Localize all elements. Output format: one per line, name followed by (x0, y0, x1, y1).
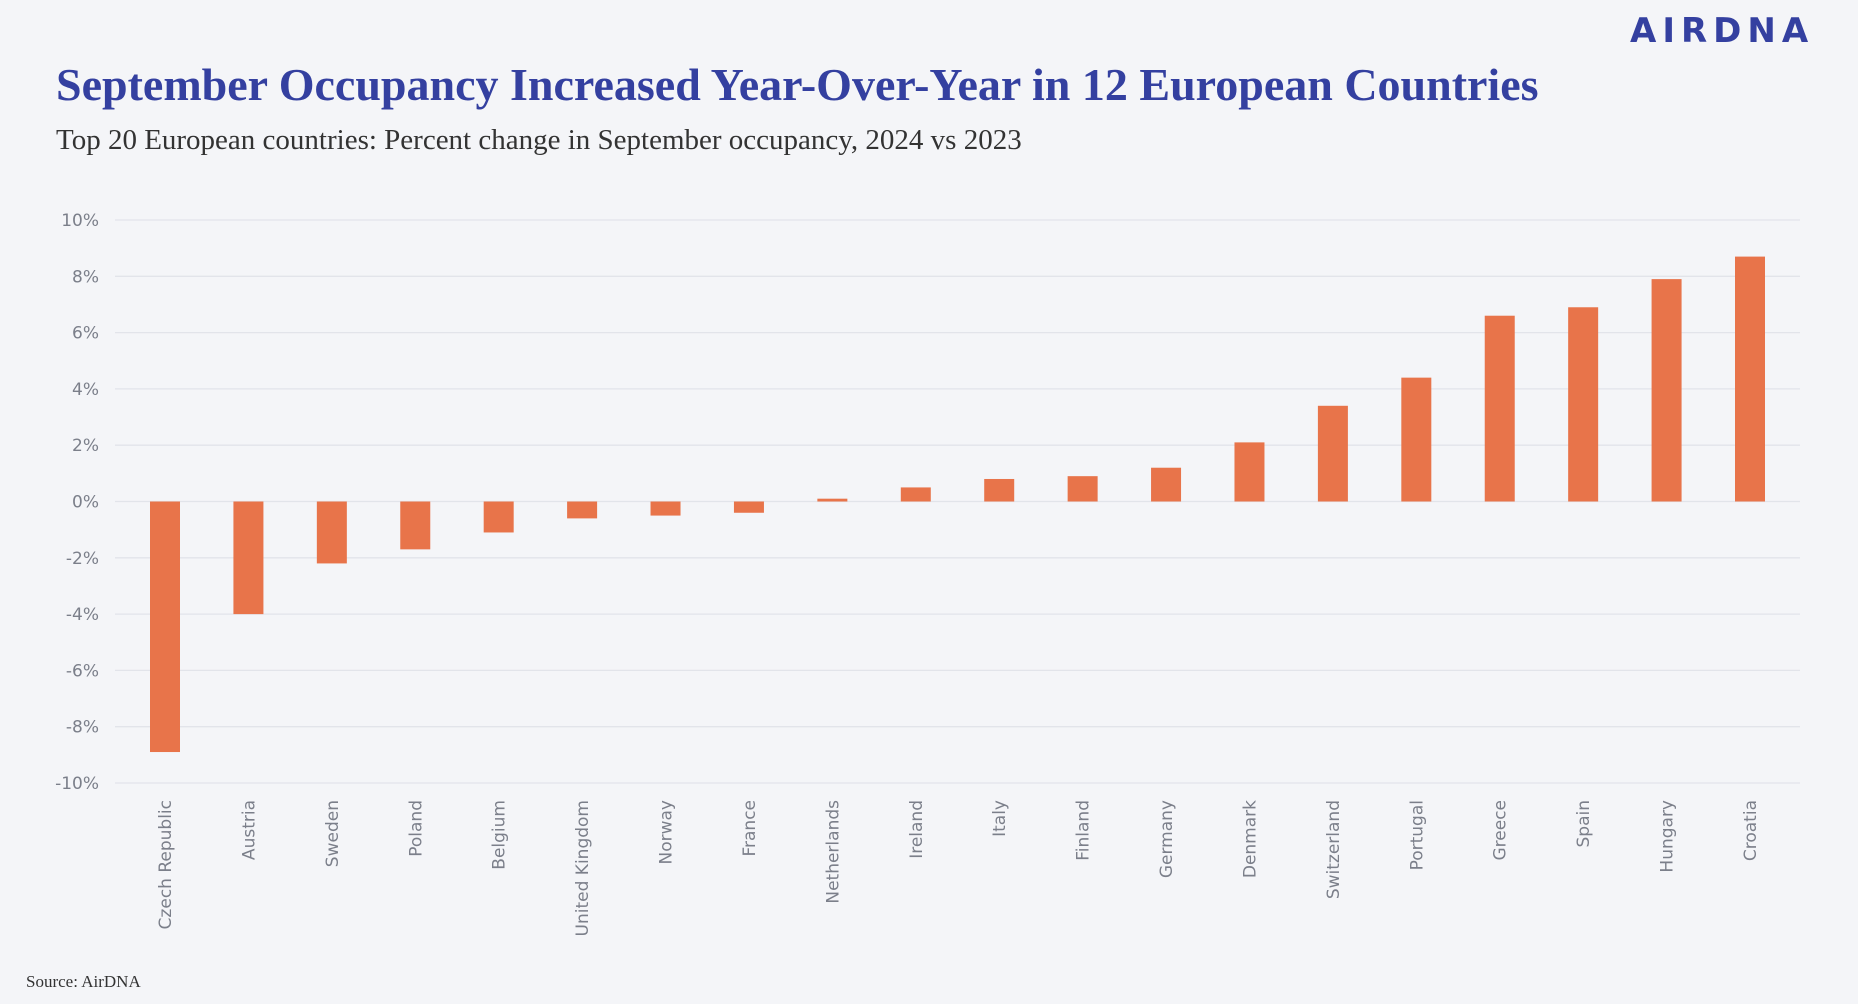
bar-czech-republic (150, 501, 180, 753)
x-tick-label: United Kingdom (573, 800, 593, 936)
bar-norway (650, 501, 681, 516)
bar-finland (1067, 476, 1098, 502)
y-tick-label: 6% (72, 324, 99, 344)
bar-france (733, 501, 764, 513)
y-tick-label: 4% (72, 380, 99, 400)
x-tick-label: Netherlands (823, 800, 843, 904)
bar-portugal (1401, 377, 1432, 502)
bar-germany (1151, 467, 1182, 502)
y-tick-label: 10% (61, 211, 99, 231)
x-tick-label: Poland (406, 800, 426, 857)
bar-croatia (1735, 256, 1765, 502)
bar-italy (984, 478, 1015, 502)
bar-switzerland (1317, 405, 1348, 502)
source-note: Source: AirDNA (26, 972, 141, 991)
bar-greece (1484, 315, 1515, 502)
bar-austria (233, 501, 264, 615)
x-tick-label: Switzerland (1324, 800, 1344, 899)
bar-spain (1568, 307, 1599, 502)
chart-title: September Occupancy Increased Year-Over-… (56, 59, 1539, 110)
x-tick-label: Ireland (907, 800, 927, 859)
x-tick-label: France (740, 800, 760, 857)
x-tick-label: Hungary (1658, 800, 1678, 873)
x-tick-label: Spain (1574, 800, 1594, 848)
x-tick-label: Sweden (323, 800, 343, 867)
x-tick-label: Norway (657, 800, 677, 865)
y-tick-label: -8% (66, 718, 99, 738)
bar-ireland (900, 487, 931, 502)
x-tick-label: Germany (1157, 800, 1177, 878)
x-tick-label: Austria (239, 800, 259, 860)
y-tick-label: -4% (66, 605, 99, 625)
x-tick-label: Belgium (490, 800, 510, 870)
bar-netherlands (817, 498, 848, 502)
x-tick-label: Czech Republic (156, 800, 176, 929)
chart-subtitle: Top 20 European countries: Percent chang… (56, 124, 1022, 156)
y-tick-label: 8% (72, 267, 99, 287)
y-tick-label: 2% (72, 436, 99, 456)
bar-denmark (1234, 442, 1265, 502)
y-tick-label: -10% (55, 774, 99, 794)
bar-hungary (1651, 279, 1682, 502)
bar-sweden (316, 501, 347, 564)
x-tick-label: Denmark (1240, 800, 1260, 878)
x-tick-label: Croatia (1741, 800, 1761, 861)
x-tick-label: Italy (990, 800, 1010, 837)
bar-belgium (483, 501, 514, 533)
logo-text: AIRDNA (1630, 11, 1814, 48)
y-tick-label: -2% (66, 549, 99, 569)
bar-poland (400, 501, 431, 550)
x-tick-label: Greece (1491, 800, 1511, 861)
y-tick-label: -6% (66, 661, 99, 681)
y-tick-label: 0% (72, 493, 99, 513)
x-tick-label: Portugal (1407, 800, 1427, 870)
bar-united-kingdom (567, 501, 598, 519)
x-tick-label: Finland (1074, 800, 1094, 861)
airdna-logo: AIRDNA (1630, 11, 1814, 48)
